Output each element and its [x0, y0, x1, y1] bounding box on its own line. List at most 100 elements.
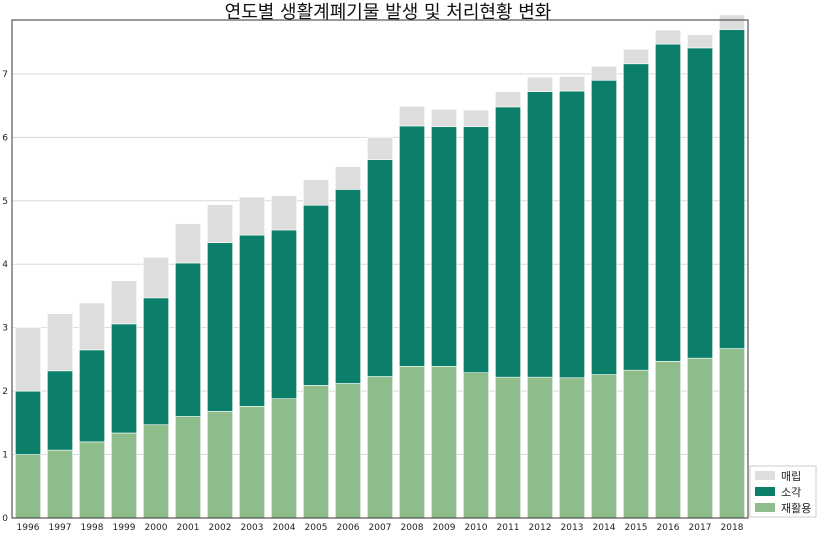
bar-segment	[15, 327, 41, 392]
bar-segment	[207, 204, 233, 243]
bar-segment	[431, 109, 457, 127]
x-tick-label: 1996	[17, 523, 40, 533]
y-tick-label: 6	[2, 133, 8, 143]
bar-segment	[239, 234, 265, 407]
bar-segment	[175, 416, 201, 519]
x-tick-label: 1999	[113, 523, 136, 533]
bar-segment	[15, 454, 41, 519]
bar-segment	[335, 383, 361, 519]
bars	[15, 14, 745, 519]
bar-segment	[623, 48, 649, 65]
bar-segment	[431, 366, 457, 519]
x-tick-label: 2012	[529, 523, 552, 533]
x-tick-label: 2017	[689, 523, 712, 533]
bar-segment	[143, 256, 169, 299]
legend-label: 소각	[781, 486, 801, 499]
bar-segment	[655, 361, 681, 519]
x-tick-label: 2011	[497, 523, 520, 533]
bar-segment	[111, 323, 137, 434]
bar-segment	[143, 424, 169, 519]
x-tick-label: 2004	[273, 523, 296, 533]
bar-segment	[143, 297, 169, 426]
bar-segment	[719, 14, 745, 30]
bar-segment	[399, 125, 425, 367]
bar-segment	[527, 76, 553, 92]
legend-swatch	[755, 487, 775, 496]
x-tick-label: 2018	[721, 523, 744, 533]
legend-swatch	[755, 503, 775, 512]
bar-segment	[303, 385, 329, 519]
bar-segment	[687, 34, 713, 49]
bar-segment	[111, 432, 137, 519]
x-tick-label: 2008	[401, 523, 424, 533]
y-tick-label: 2	[2, 387, 8, 397]
bar-segment	[15, 390, 41, 455]
bar-segment	[367, 376, 393, 519]
x-tick-label: 2002	[209, 523, 232, 533]
x-tick-label: 2007	[369, 523, 392, 533]
bar-segment	[367, 137, 393, 160]
legend-label: 매립	[781, 470, 801, 483]
x-tick-label: 1997	[49, 523, 72, 533]
x-tick-label: 2014	[593, 523, 616, 533]
bar-segment	[687, 357, 713, 519]
bar-segment	[559, 76, 585, 92]
x-tick-label: 2006	[337, 523, 360, 533]
x-tick-label: 2013	[561, 523, 584, 533]
bar-segment	[719, 348, 745, 519]
bar-segment	[623, 63, 649, 371]
bar-segment	[495, 91, 521, 108]
y-tick-labels: 0 1 2 3 4 5 6 7	[2, 70, 8, 524]
bar-segment	[591, 79, 617, 375]
bar-segment	[239, 196, 265, 236]
bar-segment	[175, 223, 201, 264]
bar-segment	[367, 159, 393, 377]
bar-segment	[527, 91, 553, 378]
bar-segment	[591, 374, 617, 519]
bar-segment	[335, 166, 361, 190]
x-tick-label: 1998	[81, 523, 104, 533]
plot-frame	[11, 19, 749, 519]
x-tick-label: 2009	[433, 523, 456, 533]
bar-segment	[271, 195, 297, 231]
y-tick-label: 0	[2, 514, 8, 524]
x-tick-label: 2003	[241, 523, 264, 533]
bar-segment	[207, 242, 233, 412]
bar-segment	[495, 106, 521, 378]
legend-label: 재활용	[781, 501, 811, 515]
bar-segment	[47, 313, 73, 372]
y-tick-label: 5	[2, 197, 8, 207]
bar-segment	[623, 369, 649, 519]
bar-segment	[79, 302, 105, 351]
bar-segment	[79, 441, 105, 519]
bar-segment	[239, 406, 265, 519]
bar-segment	[47, 370, 73, 451]
bar-segment	[399, 366, 425, 519]
bar-segment	[271, 229, 297, 400]
bar-segment	[207, 411, 233, 519]
bar-segment	[559, 377, 585, 519]
y-tick-label: 3	[2, 324, 8, 334]
x-tick-label: 2015	[625, 523, 648, 533]
bar-segment	[463, 126, 489, 374]
bar-segment	[655, 43, 681, 362]
bar-segment	[687, 47, 713, 359]
bar-segment	[655, 29, 681, 45]
legend-swatch	[755, 471, 775, 480]
y-tick-label: 4	[2, 260, 8, 270]
bar-segment	[303, 204, 329, 386]
bar-segment	[559, 90, 585, 379]
x-tick-label: 2010	[465, 523, 488, 533]
bar-segment	[399, 105, 425, 127]
x-tick-label: 2001	[177, 523, 200, 533]
bar-segment	[111, 280, 137, 325]
bar-segment	[527, 376, 553, 519]
chart-title: 연도별 생활계폐기물 발생 및 처리현황 변화	[225, 2, 552, 23]
bar-segment	[175, 262, 201, 417]
x-tick-label: 2005	[305, 523, 328, 533]
bar-segment	[47, 449, 73, 519]
x-tick-label: 2000	[145, 523, 168, 533]
y-tick-label: 1	[2, 451, 8, 461]
